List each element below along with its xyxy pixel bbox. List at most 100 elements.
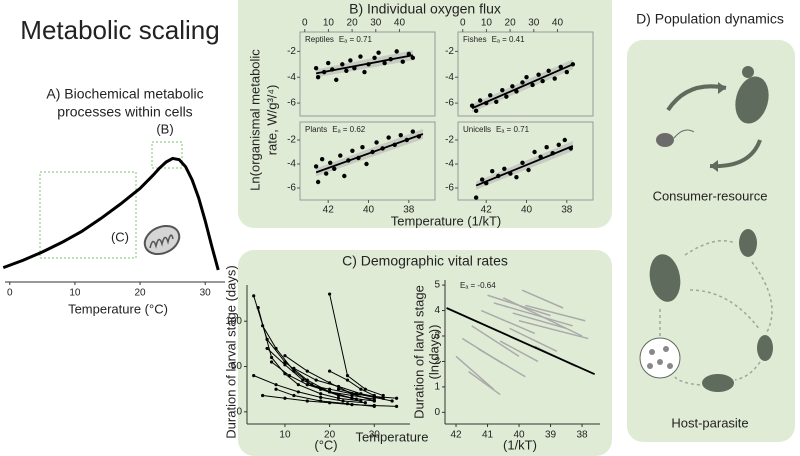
chart-title: B) Individual oxygen flux (349, 1, 501, 17)
top-x-tick-label: 20 (505, 18, 517, 29)
point (269, 355, 274, 360)
point (313, 164, 319, 169)
subplot-frame (457, 121, 594, 201)
x-tick-label: 40 (521, 205, 533, 216)
zoom-box (151, 141, 183, 169)
point (269, 360, 274, 364)
point (265, 346, 269, 351)
fit-line (315, 133, 424, 174)
subplot-frame (299, 121, 436, 201)
x-axis-label: (°C) (314, 437, 337, 452)
point (292, 393, 296, 398)
point (336, 384, 341, 389)
point (252, 374, 256, 378)
point (292, 366, 296, 370)
x-tick-label: 41 (482, 430, 494, 441)
top-x-tick-label: 30 (370, 18, 382, 29)
y-tick-label: -4 (287, 72, 296, 83)
point (274, 383, 278, 387)
point (502, 166, 507, 171)
point (252, 294, 256, 298)
point (524, 75, 529, 80)
point (301, 378, 305, 382)
point (536, 72, 541, 77)
diagram-label: Host-parasite (671, 415, 748, 430)
point (296, 390, 300, 394)
mitochondrion-icon (143, 224, 181, 256)
y-tick-label: 2 (434, 356, 440, 367)
panel-label: Fishes Eₐ = 0.41 (463, 35, 525, 44)
point (395, 396, 399, 400)
y-tick-label: -2 (287, 46, 296, 57)
series-line (480, 309, 536, 335)
point (386, 135, 391, 140)
y-tick-label: 0 (434, 407, 440, 418)
point (363, 387, 367, 391)
point (256, 306, 260, 310)
point (479, 177, 485, 182)
point (504, 94, 509, 99)
series-line (338, 388, 393, 402)
series-line (525, 304, 586, 322)
x-tick-label: 38 (403, 205, 415, 216)
y-tick-label: 3 (434, 331, 440, 342)
panel-b-background (238, 0, 612, 228)
top-x-tick-label: 40 (394, 18, 406, 29)
curve (2, 156, 220, 271)
point (345, 374, 350, 378)
top-x-tick-label: 10 (323, 18, 335, 29)
annotation: (C) (111, 229, 129, 244)
point (350, 396, 354, 400)
y-tick-label: -4 (445, 72, 454, 83)
point (398, 133, 403, 138)
series-line (253, 375, 366, 404)
point (520, 80, 525, 85)
point (394, 49, 399, 54)
point (544, 145, 549, 150)
x-tick-label: 30 (369, 430, 381, 441)
annotation: Eₐ = -0.64 (460, 281, 496, 290)
x-axis-label: (1/kT) (503, 437, 537, 452)
y-tick-label: -6 (287, 183, 296, 194)
point (532, 149, 537, 155)
page-title: Metabolic scaling (20, 15, 219, 45)
point (556, 142, 561, 147)
point (490, 169, 495, 174)
subplot-frame (299, 31, 436, 117)
top-x-tick-label: 0 (460, 18, 466, 29)
point (345, 402, 350, 406)
x-axis-label: Temperature (1/kT) (391, 213, 502, 228)
x-tick-label: 20 (324, 430, 336, 441)
series-line (271, 361, 375, 402)
point (488, 93, 493, 98)
point (376, 50, 381, 55)
annotation: (B) (156, 121, 173, 136)
group-name: Unicells (463, 125, 491, 134)
point (552, 76, 557, 81)
point (359, 399, 363, 403)
point (372, 395, 376, 399)
point (319, 399, 323, 403)
point (336, 396, 341, 400)
series-line (493, 302, 573, 327)
point (510, 84, 515, 89)
top-x-tick-label: 30 (528, 18, 540, 29)
point (344, 68, 349, 73)
point (305, 383, 309, 387)
series-line (477, 348, 526, 378)
zoom-box (39, 171, 137, 259)
point (372, 55, 377, 61)
series-line (468, 371, 501, 396)
top-x-tick-label: 20 (347, 18, 359, 29)
y-tick-label: -6 (287, 98, 296, 109)
point (546, 68, 551, 73)
point (348, 58, 353, 63)
top-x-tick-label: 0 (302, 18, 308, 29)
y-tick-label: 1 (434, 382, 440, 393)
point (315, 179, 321, 185)
series-line (518, 320, 589, 340)
consumer-resource-illustration (656, 66, 769, 172)
point (530, 82, 535, 88)
point (520, 160, 525, 165)
